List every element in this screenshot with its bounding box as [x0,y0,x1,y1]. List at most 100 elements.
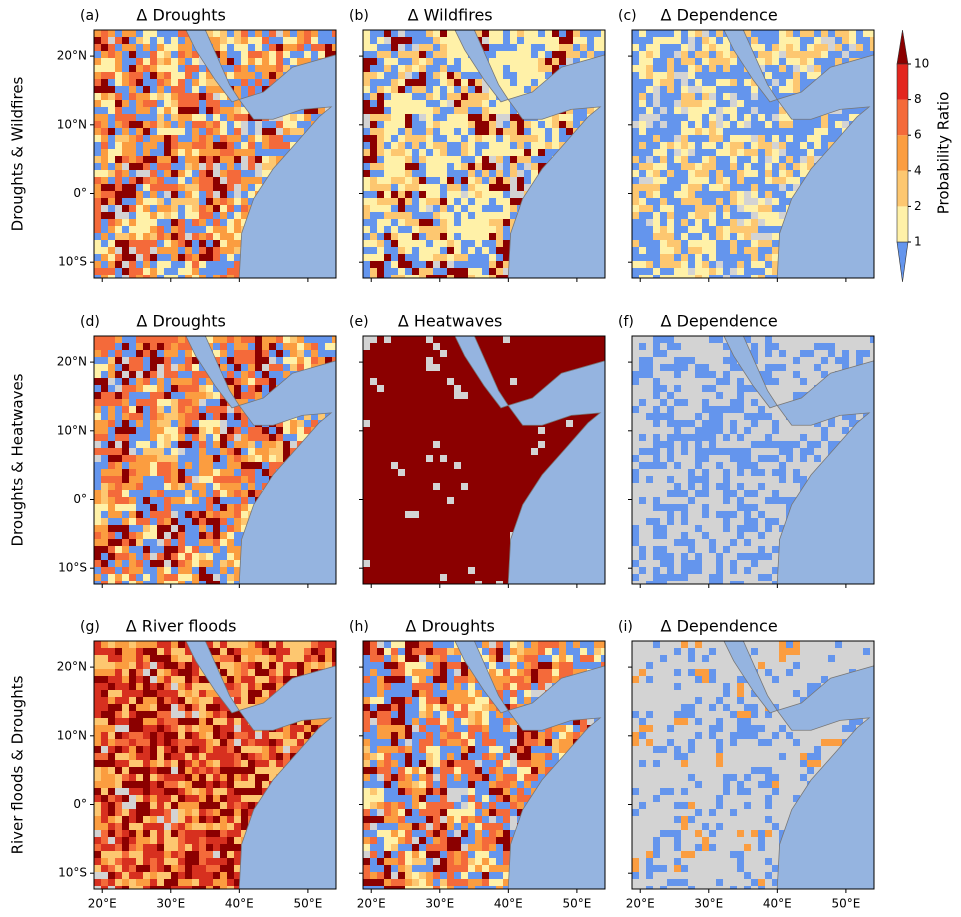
grid-cell [405,100,412,107]
grid-cell [475,254,482,261]
grid-cell [171,518,178,525]
grid-cell [674,114,681,121]
grid-cell [318,51,325,58]
grid-cell [143,336,150,343]
grid-cell [129,233,136,240]
grid-cell [262,448,269,455]
grid-cell [262,336,269,343]
grid-cell [370,247,377,254]
grid-cell [737,233,744,240]
grid-cell [709,79,716,86]
grid-cell [779,128,786,135]
grid-cell [227,170,234,177]
grid-cell [419,191,426,198]
grid-cell [136,149,143,156]
grid-cell [716,226,723,233]
grid-cell [412,226,419,233]
grid-cell [143,434,150,441]
grid-cell [143,357,150,364]
grid-cell [227,65,234,72]
grid-cell [101,191,108,198]
grid-cell [157,261,164,268]
grid-cell [531,121,538,128]
grid-cell [150,191,157,198]
grid-cell [426,212,433,219]
grid-cell [108,413,115,420]
grid-cell [248,198,255,205]
grid-cell [234,149,241,156]
grid-cell [779,107,786,114]
grid-cell [150,441,157,448]
grid-cell [213,574,220,581]
grid-cell [220,261,227,268]
grid-cell [384,128,391,135]
grid-cell [807,163,814,170]
grid-cell [639,128,646,135]
grid-cell [94,385,101,392]
grid-cell [667,149,674,156]
grid-cell [115,532,122,539]
grid-cell [206,574,213,581]
grid-cell [136,212,143,219]
grid-cell [206,392,213,399]
grid-cell [716,177,723,184]
grid-cell [101,72,108,79]
grid-cell [730,275,737,278]
grid-cell [178,357,185,364]
grid-cell [723,51,730,58]
grid-cell [115,72,122,79]
grid-cell [185,441,192,448]
grid-cell [150,336,157,343]
grid-cell [667,163,674,170]
grid-cell [108,44,115,51]
grid-cell [426,156,433,163]
grid-cell [220,441,227,448]
grid-cell [660,212,667,219]
grid-cell [580,107,587,114]
grid-cell [178,420,185,427]
grid-cell [440,275,447,278]
grid-cell [723,184,730,191]
grid-cell [150,371,157,378]
grid-cell [185,385,192,392]
grid-cell [332,44,336,51]
grid-cell [164,392,171,399]
grid-cell [213,205,220,212]
grid-cell [496,184,503,191]
grid-cell [370,149,377,156]
grid-cell [552,51,559,58]
grid-cell [468,205,475,212]
grid-cell [695,128,702,135]
grid-cell [744,261,751,268]
grid-cell [709,72,716,79]
grid-cell [157,128,164,135]
grid-cell [461,226,468,233]
grid-cell [115,476,122,483]
grid-cell [234,525,241,532]
grid-cell [171,525,178,532]
grid-cell [227,469,234,476]
grid-cell [454,44,461,51]
grid-cell [447,240,454,247]
grid-cell [842,44,849,51]
grid-cell [220,350,227,357]
grid-cell [412,100,419,107]
grid-cell [192,511,199,518]
grid-cell [716,184,723,191]
grid-cell [370,100,377,107]
grid-cell [639,72,646,79]
grid-cell [454,135,461,142]
grid-cell [318,30,325,37]
grid-cell [227,462,234,469]
grid-cell [510,205,517,212]
grid-cell [220,93,227,100]
grid-cell [115,261,122,268]
grid-cell [94,399,101,406]
grid-cell [101,261,108,268]
grid-cell [185,462,192,469]
grid-cell [115,413,122,420]
grid-cell [192,553,199,560]
grid-cell [136,539,143,546]
grid-cell [276,350,283,357]
grid-cell [426,107,433,114]
